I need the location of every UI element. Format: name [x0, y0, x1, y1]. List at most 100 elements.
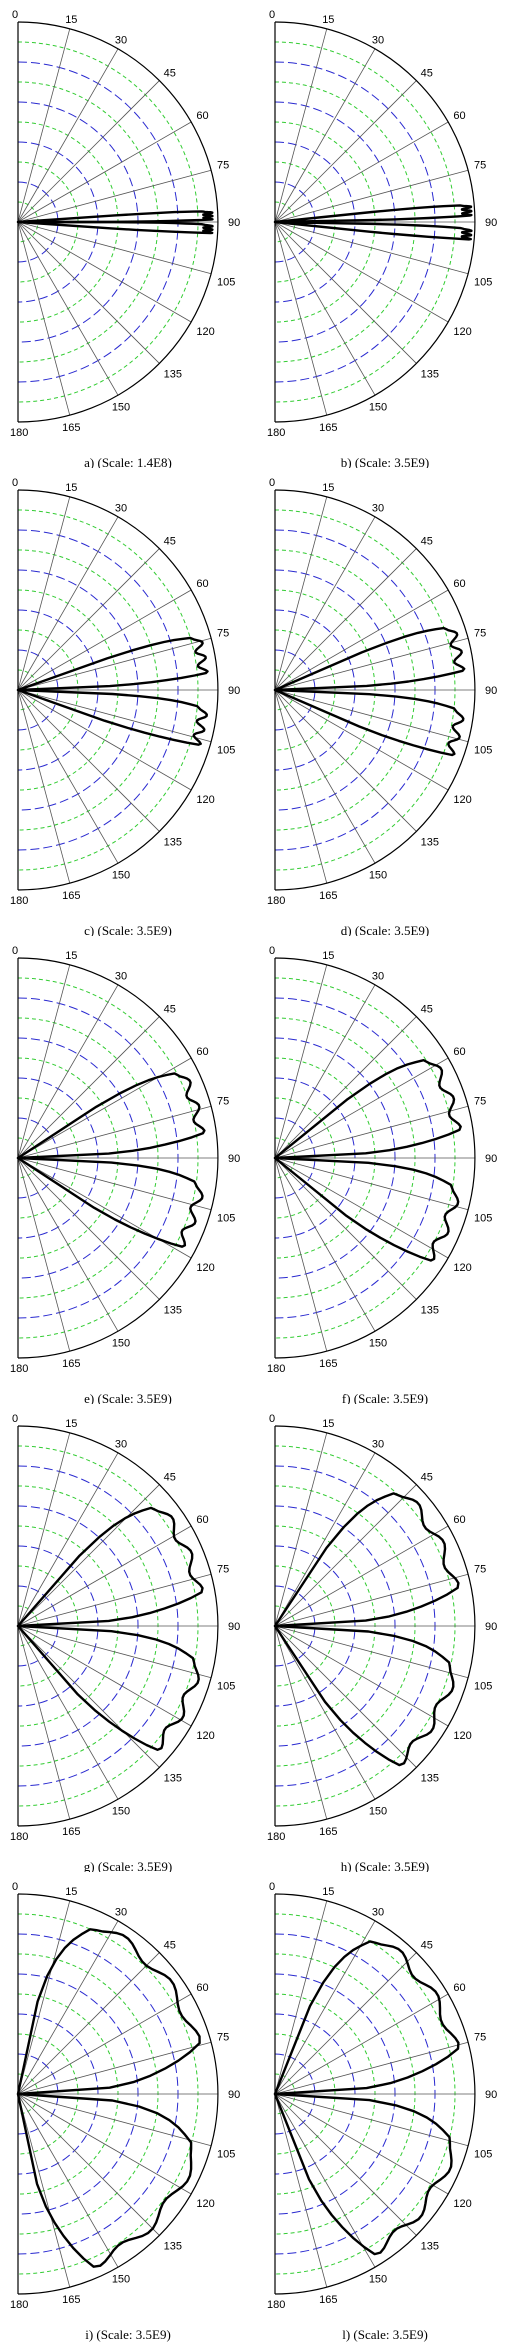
angle-tick-label: 60: [196, 110, 208, 122]
angle-tick-label: 180: [267, 1363, 285, 1375]
radiation-lobe: [273, 626, 466, 692]
grid-spoke: [17, 2093, 160, 2236]
radiation-lobe: [273, 2092, 453, 2256]
grid-spoke: [17, 1157, 160, 1300]
grid-spoke: [17, 689, 192, 791]
angle-tick-label: 150: [112, 2273, 130, 2285]
chart-background: [0, 1404, 256, 1854]
grid-spoke: [274, 1625, 328, 1820]
angle-tick-label: 90: [228, 1153, 240, 1165]
angle-tick-label: 180: [267, 1831, 285, 1843]
angle-tick-label: 150: [369, 1805, 387, 1817]
grid-spoke: [17, 1993, 192, 2095]
grid-spoke: [274, 1573, 469, 1627]
panel-caption: i) (Scale: 3.5E9): [85, 2327, 171, 2342]
angle-tick-label: 75: [217, 2032, 229, 2044]
grid-spoke: [274, 1484, 417, 1627]
angle-tick-label: 120: [196, 1730, 214, 1742]
angle-tick-label: 60: [453, 110, 465, 122]
angle-tick-label: 60: [453, 1046, 465, 1058]
polar-panel: 0 15 30 45 60 75 90 105 120 135 150 165 180 i) (Scale…: [0, 1872, 256, 2342]
grid-ring: [274, 649, 316, 731]
grid-spoke: [17, 1625, 192, 1727]
polar-panel: 0 15 30 45 60 75 90 105 120 135 150 165 180 e) (Scale…: [0, 936, 256, 1406]
grid-spoke: [17, 1952, 160, 2095]
grid-spoke: [274, 28, 328, 223]
angle-tick-label: 0: [269, 477, 275, 489]
angle-tick-label: 75: [474, 628, 486, 640]
chart-background: [0, 1872, 256, 2322]
angle-tick-label: 75: [217, 1564, 229, 1576]
angle-tick-label: 15: [322, 1418, 334, 1430]
grid-spoke: [17, 48, 119, 223]
grid-spoke: [17, 2093, 119, 2268]
angle-tick-label: 15: [65, 482, 77, 494]
polar-chart: 0 15 30 45 60 75 90 105 120 135 150 165 180: [0, 1872, 256, 2322]
grid-spoke: [274, 548, 417, 691]
grid-spoke: [17, 1625, 71, 1820]
panel-caption: f) (Scale: 3.5E9): [341, 1391, 429, 1406]
radiation-lobe: [16, 220, 214, 235]
angle-tick-label: 0: [12, 1413, 18, 1425]
angle-tick-label: 165: [319, 1358, 337, 1370]
angle-tick-label: 135: [164, 1773, 182, 1785]
grid-spoke: [274, 1157, 376, 1332]
grid-spoke: [17, 964, 71, 1159]
angle-tick-label: 75: [474, 2032, 486, 2044]
angle-tick-label: 0: [269, 1881, 275, 1893]
angle-tick-label: 135: [164, 369, 182, 381]
grid-spoke: [17, 1157, 212, 1211]
angle-tick-label: 105: [474, 276, 492, 288]
angle-tick-label: 165: [62, 1826, 80, 1838]
angle-tick-label: 45: [164, 535, 176, 547]
angle-tick-label: 135: [421, 2241, 439, 2253]
angle-tick-label: 135: [421, 1773, 439, 1785]
angle-tick-label: 30: [115, 1907, 127, 1919]
angle-tick-label: 0: [269, 945, 275, 957]
angle-tick-label: 90: [485, 2089, 497, 2101]
angle-tick-label: 75: [217, 628, 229, 640]
angle-tick-label: 90: [228, 685, 240, 697]
polar-frame: [17, 1893, 219, 2295]
grid-spoke: [17, 689, 119, 864]
angle-tick-label: 120: [196, 794, 214, 806]
grid-spoke: [274, 2093, 417, 2236]
angle-tick-label: 60: [196, 1982, 208, 1994]
grid-spoke: [17, 689, 160, 832]
polar-frame: [274, 21, 476, 423]
radiation-lobe: [16, 1928, 201, 2096]
radiation-lobe: [16, 2092, 193, 2268]
angle-tick-label: 180: [10, 895, 28, 907]
angle-tick-label: 180: [267, 2299, 285, 2311]
panel-caption: e) (Scale: 3.5E9): [84, 1391, 172, 1406]
grid-spoke: [17, 589, 192, 691]
polar-panel: 0 15 30 45 60 75 90 105 120 135 150 165 180 b) (Scale…: [257, 0, 513, 470]
grid-spoke: [17, 984, 119, 1159]
angle-tick-label: 45: [164, 1003, 176, 1015]
grid-spoke: [274, 221, 376, 396]
grid-spoke: [17, 548, 160, 691]
grid-spoke: [17, 1900, 71, 2095]
grid-spoke: [17, 121, 192, 223]
grid-spoke: [17, 169, 212, 223]
angle-tick-label: 60: [453, 1514, 465, 1526]
polar-frame: [274, 489, 476, 891]
grid-spoke: [274, 689, 376, 864]
radiation-lobe: [16, 636, 209, 692]
angle-tick-label: 105: [474, 1680, 492, 1692]
angle-tick-label: 30: [115, 971, 127, 983]
angle-tick-label: 105: [217, 1212, 235, 1224]
grid-ring: [17, 649, 59, 731]
grid-spoke: [17, 1525, 192, 1627]
radiation-lobe: [16, 688, 208, 746]
grid-spoke: [274, 689, 469, 743]
grid-spoke: [274, 1105, 469, 1159]
panel-caption: h) (Scale: 3.5E9): [340, 1859, 430, 1874]
panel-caption: c) (Scale: 3.5E9): [84, 923, 172, 938]
polar-chart: 0 15 30 45 60 75 90 105 120 135 150 165 180: [257, 468, 513, 918]
angle-tick-label: 135: [421, 369, 439, 381]
grid-spoke: [17, 1157, 71, 1352]
angle-tick-label: 0: [12, 9, 18, 21]
chart-background: [257, 936, 513, 1386]
grid-spoke: [274, 1900, 328, 2095]
